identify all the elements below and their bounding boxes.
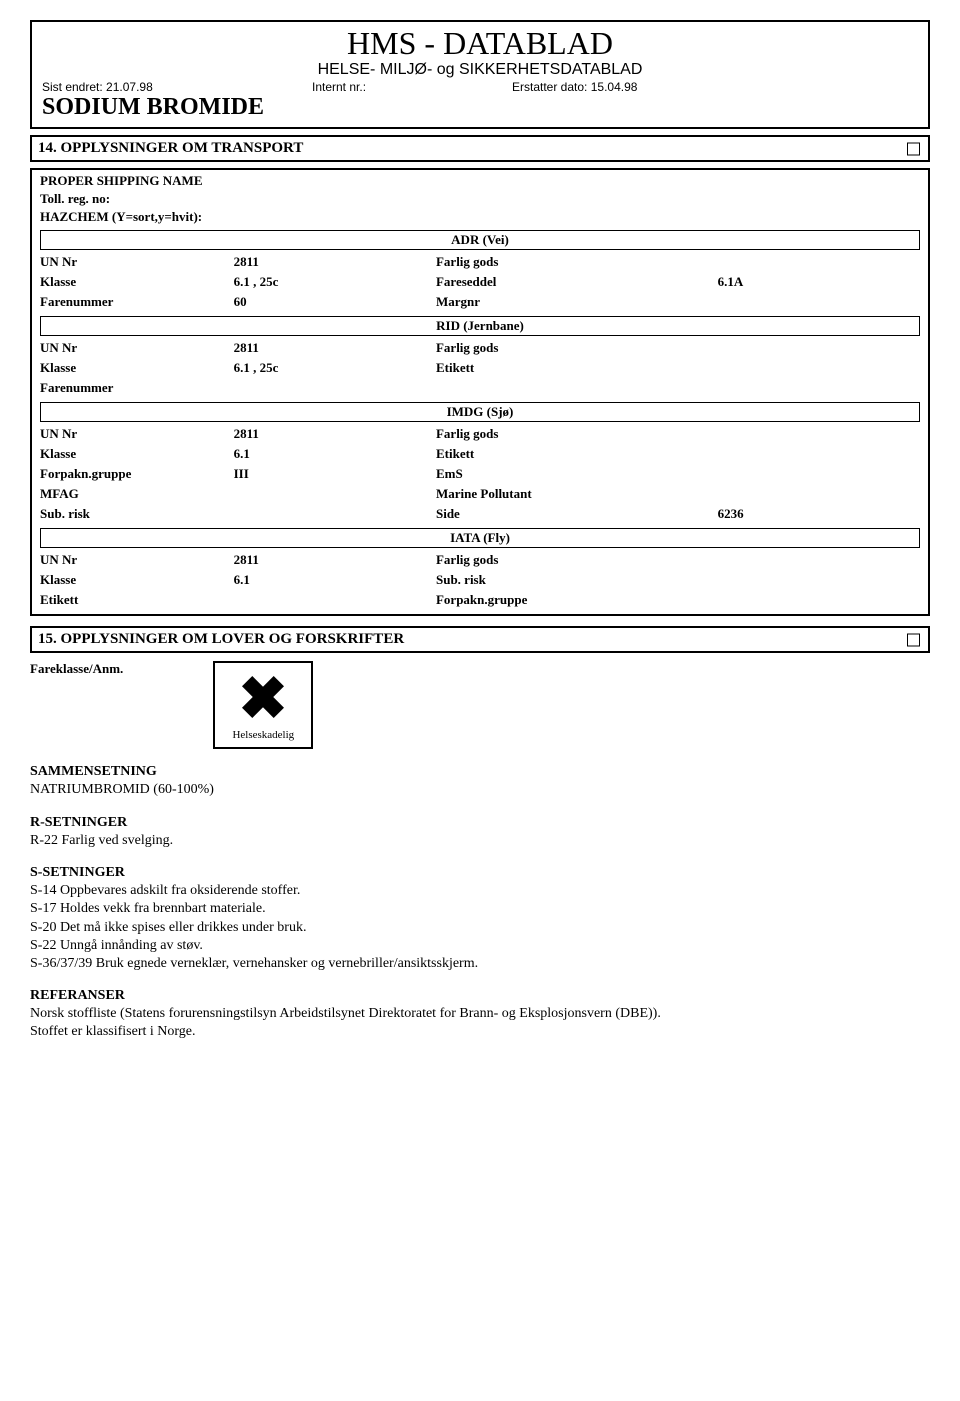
adr-un-val: 2811 bbox=[234, 252, 436, 272]
main-title: HMS - DATABLAD bbox=[42, 26, 918, 61]
imdg-header: IMDG (Sjø) bbox=[40, 402, 920, 422]
hazard-label: Helseskadelig bbox=[221, 729, 305, 741]
hazchem: HAZCHEM (Y=sort,y=hvit): bbox=[40, 208, 920, 226]
rid-table: UN Nr 2811 Farlig gods Klasse 6.1 , 25c … bbox=[40, 338, 920, 398]
fareklasse-row: Fareklasse/Anm. Helseskadelig bbox=[30, 661, 930, 749]
s363739: S-36/37/39 Bruk egnede verneklær, verneh… bbox=[30, 956, 478, 971]
toll-reg-no: Toll. reg. no: bbox=[40, 190, 920, 208]
imdg-mfag-label: MFAG bbox=[40, 484, 234, 504]
section-14-body: PROPER SHIPPING NAME Toll. reg. no: HAZC… bbox=[30, 168, 930, 616]
proper-shipping-name: PROPER SHIPPING NAME bbox=[40, 172, 920, 190]
imdg-table: UN Nr 2811 Farlig gods Klasse 6.1 Etiket… bbox=[40, 424, 920, 524]
replaces-label: Erstatter dato: bbox=[512, 80, 587, 94]
iata-klasse-val: 6.1 bbox=[234, 570, 436, 590]
section-15-checkbox-icon bbox=[907, 633, 920, 646]
last-changed-value: 21.07.98 bbox=[106, 80, 153, 94]
section-15-header: 15. OPPLYSNINGER OM LOVER OG FORSKRIFTER bbox=[30, 626, 930, 653]
rid-un-label: UN Nr bbox=[40, 338, 234, 358]
section-14-header: 14. OPPLYSNINGER OM TRANSPORT bbox=[30, 135, 930, 162]
adr-farliggods: Farlig gods bbox=[436, 252, 718, 272]
imdg-etikett-label: Etikett bbox=[436, 444, 718, 464]
document-header: HMS - DATABLAD HELSE- MILJØ- og SIKKERHE… bbox=[30, 20, 930, 129]
referanser-heading: REFERANSER bbox=[30, 988, 125, 1003]
imdg-farliggods: Farlig gods bbox=[436, 424, 718, 444]
adr-margnr-label: Margnr bbox=[436, 292, 718, 312]
substance-name: SODIUM BROMIDE bbox=[42, 94, 918, 121]
replaces-value: 15.04.98 bbox=[591, 80, 638, 94]
adr-farenummer-val: 60 bbox=[234, 292, 436, 312]
imdg-klasse-val: 6.1 bbox=[234, 444, 436, 464]
rid-farliggods: Farlig gods bbox=[436, 338, 718, 358]
harmful-x-icon bbox=[235, 669, 291, 725]
hazard-symbol-box: Helseskadelig bbox=[213, 661, 313, 749]
rid-klasse-val: 6.1 , 25c bbox=[234, 358, 436, 378]
section-14-checkbox-icon bbox=[907, 142, 920, 155]
imdg-side-label: Side bbox=[436, 504, 718, 524]
imdg-marine-pollutant: Marine Pollutant bbox=[436, 484, 718, 504]
fareklasse-label: Fareklasse/Anm. bbox=[30, 661, 123, 677]
iata-header: IATA (Fly) bbox=[40, 528, 920, 548]
adr-table: UN Nr 2811 Farlig gods Klasse 6.1 , 25c … bbox=[40, 252, 920, 312]
section-15-title: 15. OPPLYSNINGER OM LOVER OG FORSKRIFTER bbox=[38, 631, 404, 647]
adr-farenummer-label: Farenummer bbox=[40, 292, 234, 312]
imdg-forpakn-val: III bbox=[234, 464, 436, 484]
section-15-body: SAMMENSETNING NATRIUMBROMID (60-100%) R-… bbox=[30, 763, 930, 1041]
rid-klasse-label: Klasse bbox=[40, 358, 234, 378]
adr-fareseddel-label: Fareseddel bbox=[436, 272, 718, 292]
adr-fareseddel-val: 6.1A bbox=[718, 272, 920, 292]
imdg-un-val: 2811 bbox=[234, 424, 436, 444]
rid-etikett-label: Etikett bbox=[436, 358, 718, 378]
imdg-klasse-label: Klasse bbox=[40, 444, 234, 464]
imdg-un-label: UN Nr bbox=[40, 424, 234, 444]
rid-un-val: 2811 bbox=[234, 338, 436, 358]
r22: R-22 Farlig ved svelging. bbox=[30, 833, 173, 848]
rid-farenummer-label: Farenummer bbox=[40, 378, 234, 398]
s20: S-20 Det må ikke spises eller drikkes un… bbox=[30, 920, 306, 935]
sammensetning-body: NATRIUMBROMID (60-100%) bbox=[30, 782, 214, 797]
imdg-ems-label: EmS bbox=[436, 464, 718, 484]
r-setninger-heading: R-SETNINGER bbox=[30, 815, 127, 830]
imdg-subrisk-label: Sub. risk bbox=[40, 504, 234, 524]
iata-etikett-label: Etikett bbox=[40, 590, 234, 610]
iata-subrisk-label: Sub. risk bbox=[436, 570, 718, 590]
adr-klasse-val: 6.1 , 25c bbox=[234, 272, 436, 292]
iata-klasse-label: Klasse bbox=[40, 570, 234, 590]
adr-header: ADR (Vei) bbox=[40, 230, 920, 250]
iata-farliggods: Farlig gods bbox=[436, 550, 718, 570]
iata-un-val: 2811 bbox=[234, 550, 436, 570]
ref-line-1: Norsk stoffliste (Statens forurensningst… bbox=[30, 1006, 661, 1021]
ref-line-2: Stoffet er klassifisert i Norge. bbox=[30, 1024, 196, 1039]
last-changed-label: Sist endret: bbox=[42, 80, 103, 94]
sub-title: HELSE- MILJØ- og SIKKERHETSDATABLAD bbox=[42, 61, 918, 79]
sammensetning-heading: SAMMENSETNING bbox=[30, 764, 157, 779]
imdg-side-val: 6236 bbox=[718, 504, 920, 524]
rid-header: RID (Jernbane) bbox=[40, 316, 920, 336]
s17: S-17 Holdes vekk fra brennbart materiale… bbox=[30, 901, 266, 916]
meta-row: Sist endret: 21.07.98 Internt nr.: Ersta… bbox=[42, 80, 918, 94]
s14: S-14 Oppbevares adskilt fra oksiderende … bbox=[30, 883, 300, 898]
adr-klasse-label: Klasse bbox=[40, 272, 234, 292]
iata-un-label: UN Nr bbox=[40, 550, 234, 570]
s22: S-22 Unngå innånding av støv. bbox=[30, 938, 203, 953]
s-setninger-heading: S-SETNINGER bbox=[30, 865, 125, 880]
iata-forpakn-label: Forpakn.gruppe bbox=[436, 590, 718, 610]
iata-table: UN Nr 2811 Farlig gods Klasse 6.1 Sub. r… bbox=[40, 550, 920, 610]
adr-un-label: UN Nr bbox=[40, 252, 234, 272]
imdg-forpakn-label: Forpakn.gruppe bbox=[40, 464, 234, 484]
section-14-title: 14. OPPLYSNINGER OM TRANSPORT bbox=[38, 140, 303, 156]
internal-no-label: Internt nr.: bbox=[312, 80, 366, 94]
